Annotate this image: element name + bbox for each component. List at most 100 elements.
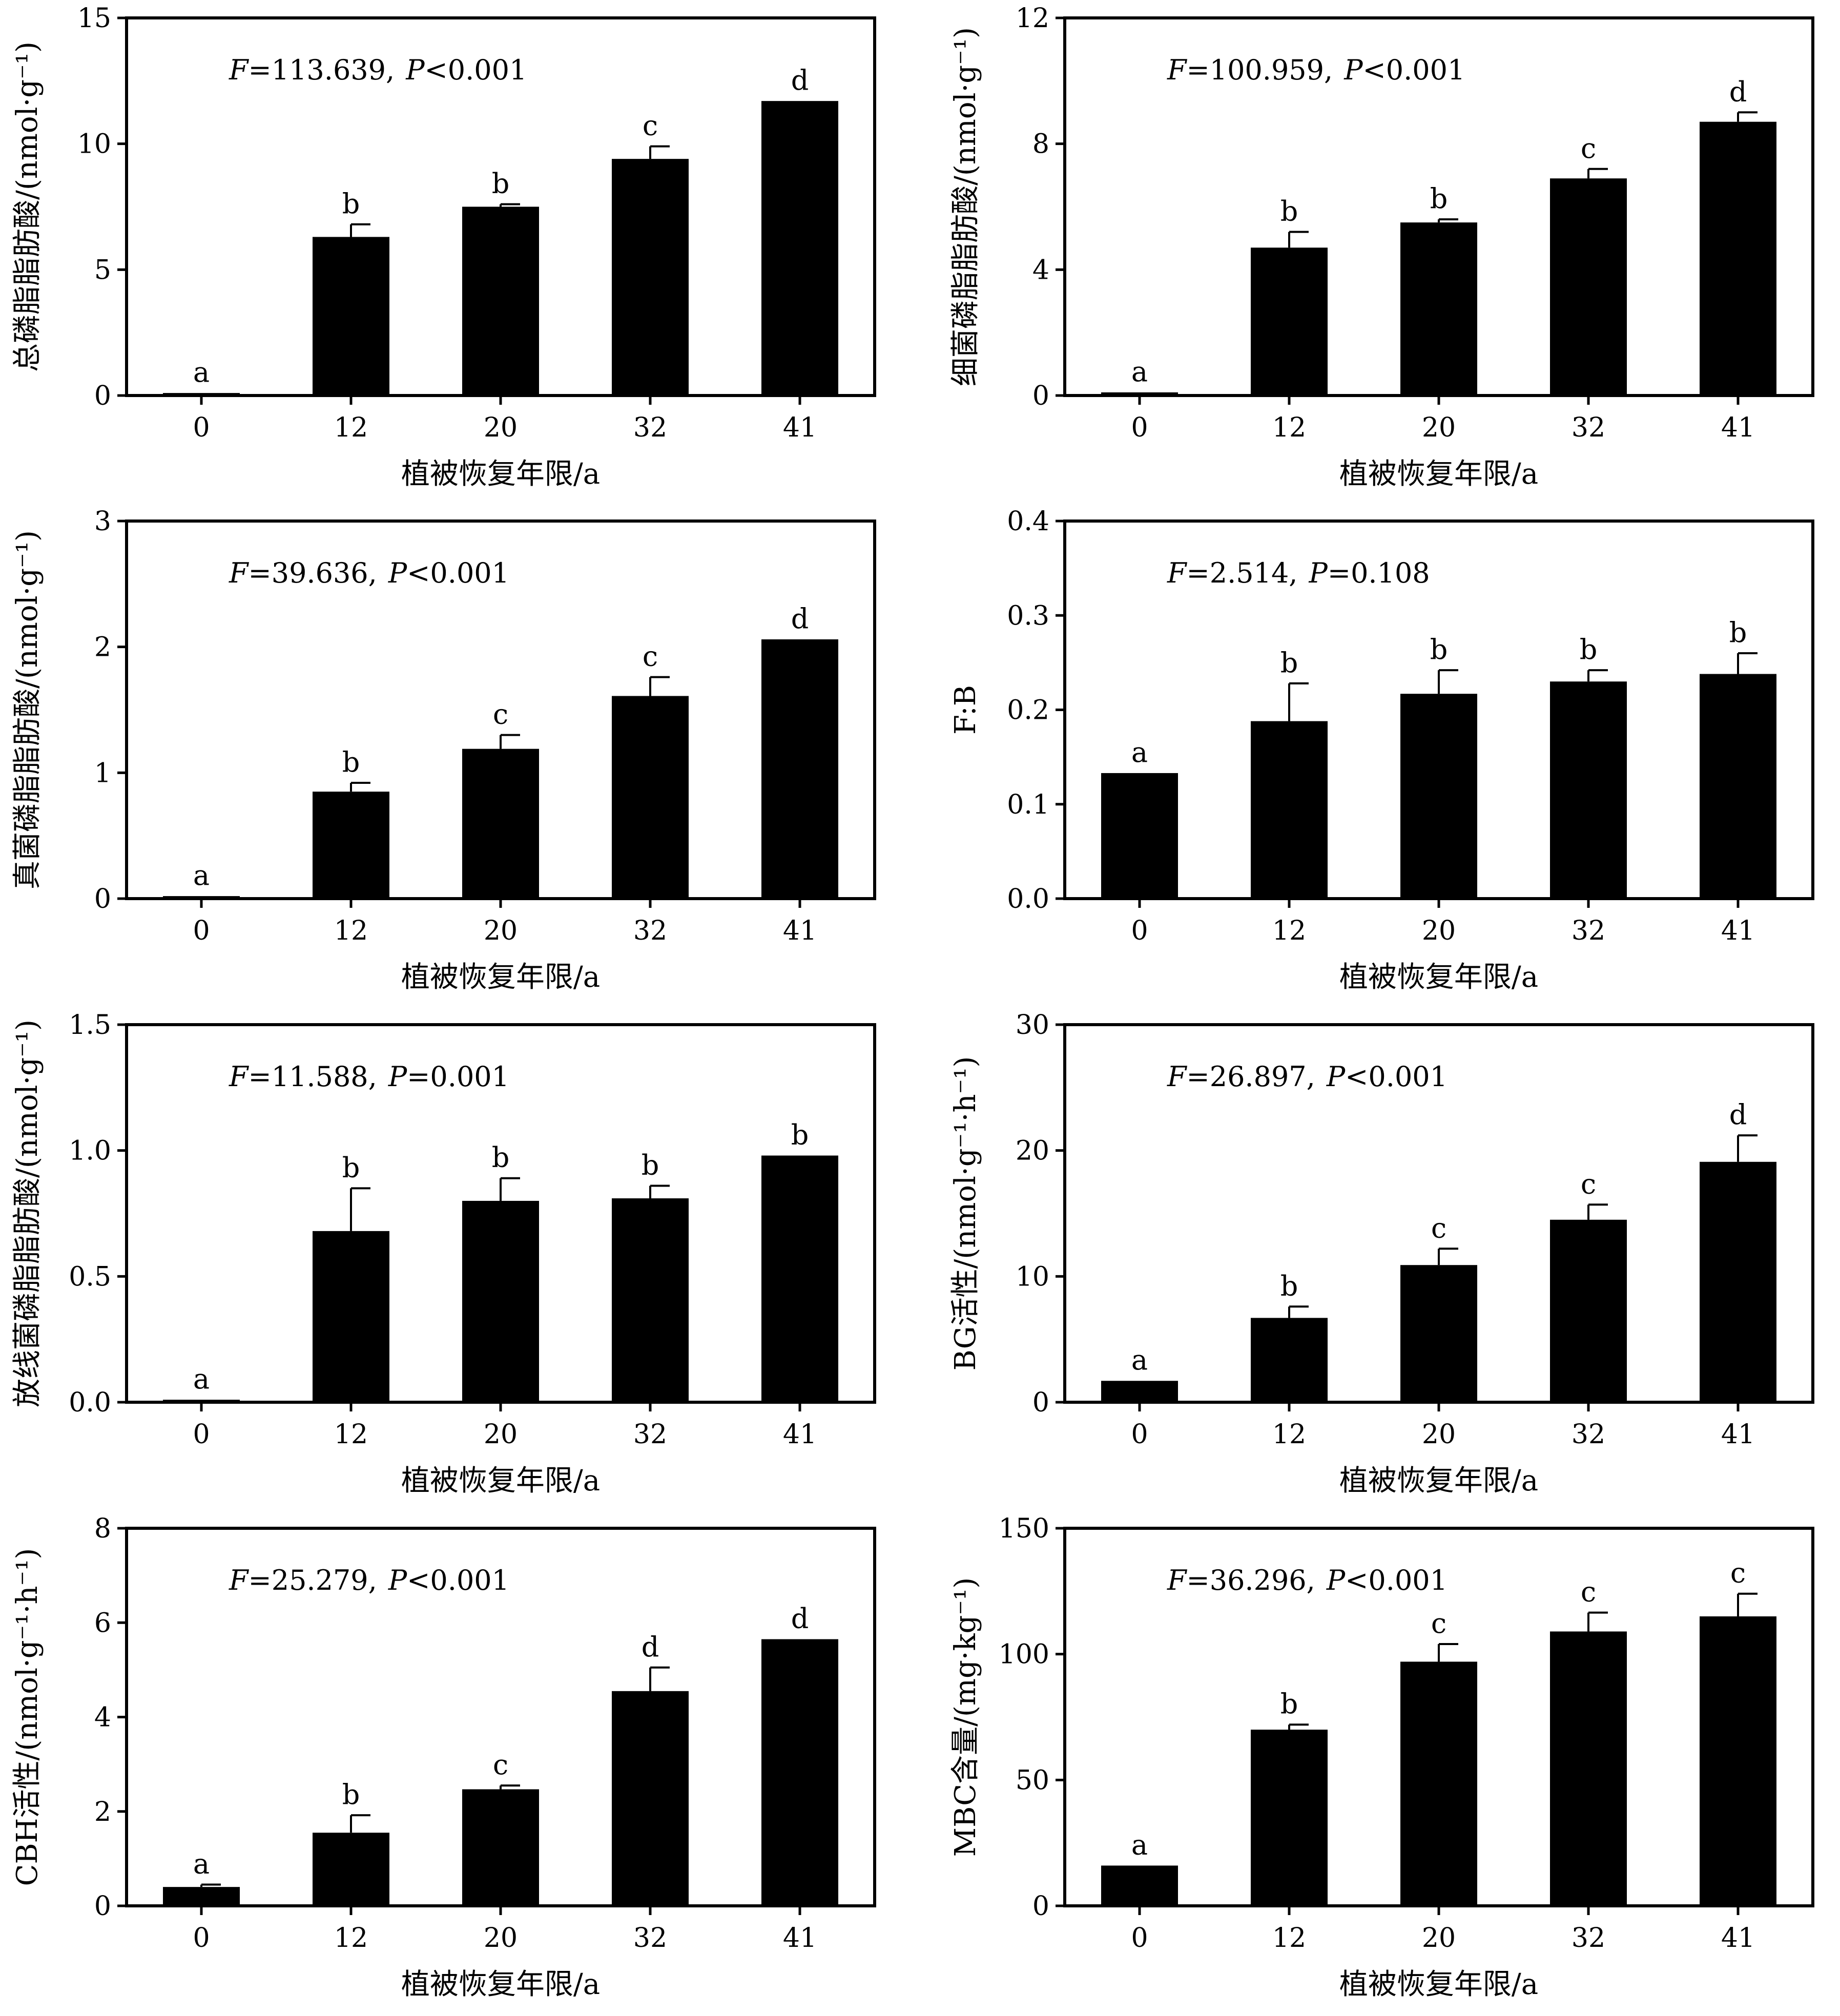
panel-8-stat-f-symbol: F — [1167, 1564, 1188, 1596]
panel-8-bar — [1251, 1730, 1328, 1906]
panel-7-significance-letter: d — [791, 1602, 809, 1634]
panel-3-y-tick-label: 1 — [94, 758, 111, 788]
panel-2-significance-letter: a — [1131, 356, 1148, 388]
panel-7-y-tick-label: 8 — [94, 1513, 111, 1544]
panel-7-significance-letter: d — [642, 1631, 659, 1663]
panel-3-stat-annotation: F=39.636, P<0.001 — [229, 557, 509, 589]
panel-7-y-tick-label: 2 — [94, 1797, 111, 1827]
panel-4-stat-f-symbol: F — [1167, 557, 1188, 589]
panel-7-y-axis-title: CBH活性/(nmol·g⁻¹·h⁻¹) — [11, 1548, 44, 1886]
panel-4-stat-p-symbol: P — [1308, 557, 1328, 589]
panel-3-stat-p-text: <0.001 — [407, 557, 509, 589]
panel-2-significance-letter: c — [1581, 132, 1596, 164]
panel-2-bar — [1101, 392, 1178, 396]
panel-8-stat-annotation: F=36.296, P<0.001 — [1167, 1564, 1448, 1596]
panel-5-x-tick-label: 12 — [334, 1419, 368, 1450]
panel-8-stat-p-symbol: P — [1326, 1564, 1346, 1596]
panel-6-x-axis-title: 植被恢复年限/a — [1339, 1464, 1538, 1498]
panel-5-significance-letter: b — [492, 1141, 510, 1174]
panel-5-stat-f-symbol: F — [229, 1061, 250, 1093]
panel-8-y-tick-label: 0 — [1032, 1891, 1049, 1922]
panel-3-x-tick-label: 12 — [334, 916, 368, 946]
panel-1-stat-annotation: F=113.639, P<0.001 — [229, 54, 527, 86]
panel-4-significance-letter: b — [1580, 633, 1598, 666]
panel-7-significance-letter: b — [342, 1778, 360, 1811]
panel-2-y-tick-label: 4 — [1032, 255, 1049, 285]
panel-5-bar — [612, 1198, 689, 1402]
panel-7-x-axis-title: 植被恢复年限/a — [401, 1968, 600, 2001]
panel-7-x-tick-label: 20 — [484, 1923, 518, 1953]
panel-1-significance-letter: d — [791, 64, 809, 96]
panel-6-bar — [1400, 1265, 1477, 1402]
panel-2-bar — [1700, 121, 1776, 396]
panel-6-x-tick-label: 32 — [1572, 1419, 1605, 1450]
panel-4-x-tick-label: 0 — [1131, 916, 1148, 946]
panel-3-x-tick-label: 20 — [484, 916, 518, 946]
panel-3-bar — [462, 749, 539, 899]
panel-2-stat-f-symbol: F — [1167, 54, 1188, 86]
panel-1-stat-f-text: =113.639, — [248, 54, 395, 86]
panel-8-bar — [1550, 1631, 1627, 1906]
panel-4-y-tick-label: 0.2 — [1007, 695, 1049, 726]
panel-1-x-tick-label: 12 — [334, 412, 368, 443]
panel-8-y-tick-label: 50 — [1016, 1765, 1049, 1796]
panel-1-bar — [163, 393, 240, 396]
panel-5-bar — [462, 1200, 539, 1402]
panel-1-x-tick-label: 0 — [193, 412, 210, 443]
panel-5-y-tick-label: 0.0 — [69, 1387, 111, 1418]
panel-8-bar — [1700, 1616, 1776, 1906]
panel-2-x-tick-label: 0 — [1131, 412, 1148, 443]
panel-8-significance-letter: c — [1730, 1557, 1746, 1589]
panel-6-x-tick-label: 0 — [1131, 1419, 1148, 1450]
panel-2-significance-letter: b — [1280, 195, 1298, 227]
panel-6-bar — [1550, 1219, 1627, 1402]
panel-5-x-tick-label: 0 — [193, 1419, 210, 1450]
panel-6-bar — [1251, 1318, 1328, 1402]
panel-6-bar — [1101, 1381, 1178, 1402]
panel-7-x-tick-label: 32 — [633, 1923, 667, 1953]
panel-2-stat-p-symbol: P — [1343, 54, 1363, 86]
panel-4-stat-annotation: F=2.514, P=0.108 — [1167, 557, 1430, 589]
panel-5-stat-p-symbol: P — [388, 1061, 408, 1093]
panel-8-significance-letter: c — [1581, 1576, 1596, 1608]
panel-4-y-tick-label: 0.4 — [1007, 506, 1049, 537]
panel-7-stat-f-symbol: F — [229, 1564, 250, 1596]
panel-4-bar — [1101, 773, 1178, 899]
panel-5-significance-letter: a — [193, 1363, 210, 1395]
panel-4-bar — [1550, 681, 1627, 899]
panel-3-significance-letter: b — [342, 746, 360, 778]
panel-1-bar — [313, 237, 389, 396]
panel-8-y-axis-title: MBC含量/(mg·kg⁻¹) — [949, 1577, 982, 1857]
panel-5-bar — [761, 1155, 838, 1402]
panel-2-x-axis-title: 植被恢复年限/a — [1339, 458, 1538, 491]
panel-1-y-tick-label: 10 — [77, 129, 111, 160]
panel-2-bar — [1550, 178, 1627, 396]
panel-4-y-axis-title: F:B — [949, 685, 982, 735]
panel-3-bar — [313, 792, 389, 899]
panel-3-y-axis-title: 真菌磷脂脂肪酸/(nmol·g⁻¹) — [11, 530, 44, 889]
panel-2-x-tick-label: 12 — [1272, 412, 1306, 443]
panel-4-x-tick-label: 41 — [1721, 916, 1755, 946]
panel-8-significance-letter: b — [1280, 1688, 1298, 1720]
panel-1-significance-letter: b — [342, 188, 360, 220]
panel-7-stat-f-text: =25.279, — [248, 1564, 377, 1596]
panel-6-significance-letter: c — [1431, 1212, 1446, 1244]
panel-5-x-tick-label: 41 — [783, 1419, 817, 1450]
panel-3-stat-f-symbol: F — [229, 557, 250, 589]
panel-3-stat-p-symbol: P — [388, 557, 408, 589]
panel-3-bar — [612, 696, 689, 899]
panel-7-stat-p-symbol: P — [388, 1564, 408, 1596]
panel-1-stat-p-text: <0.001 — [425, 54, 527, 86]
panel-2-x-tick-label: 32 — [1572, 412, 1605, 443]
panel-4-x-tick-label: 32 — [1572, 916, 1605, 946]
panel-5-significance-letter: b — [791, 1118, 809, 1151]
panel-8-x-tick-label: 20 — [1422, 1923, 1456, 1953]
panel-1-y-tick-label: 0 — [94, 381, 111, 411]
panel-4-x-tick-label: 20 — [1422, 916, 1456, 946]
panel-8-x-tick-label: 41 — [1721, 1923, 1755, 1953]
panel-1-y-tick-label: 5 — [94, 255, 111, 285]
panel-3-x-tick-label: 32 — [633, 916, 667, 946]
panel-1-stat-p-symbol: P — [405, 54, 425, 86]
panel-8-stat-f-text: =36.296, — [1186, 1564, 1315, 1596]
panel-1-significance-letter: b — [492, 168, 510, 200]
